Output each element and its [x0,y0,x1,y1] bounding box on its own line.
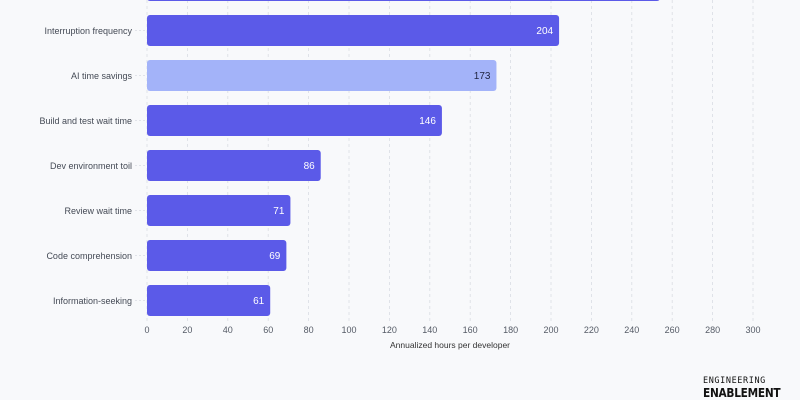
bar-value-label: 86 [304,161,316,172]
x-tick-label: 0 [144,325,149,335]
bar [147,60,497,91]
x-tick-label: 220 [584,325,599,335]
x-tick-label: 100 [341,325,356,335]
x-tick-label: 60 [263,325,273,335]
bar-value-label: 146 [419,116,436,127]
logo-line2: ENABLEMENT [703,386,781,400]
x-tick-label: 140 [422,325,437,335]
x-tick-label: 180 [503,325,518,335]
bars: Interruption frequency 204 AI time savings… [39,0,660,316]
bar [147,150,321,181]
category-label: Review wait time [64,206,132,216]
x-tick-label: 160 [463,325,478,335]
category-label: AI time savings [71,71,133,81]
bar-value-label: 69 [269,251,281,262]
x-tick-label: 240 [624,325,639,335]
bar-value-label: 71 [273,206,285,217]
bar [147,0,660,1]
logo-line1: ENGINEERING [703,376,766,386]
bar [147,240,287,271]
x-tick-label: 80 [304,325,314,335]
bar [147,15,560,46]
x-tick-label: 40 [223,325,233,335]
bar-value-label: 61 [253,296,265,307]
x-tick-label: 120 [382,325,397,335]
bar [147,105,442,136]
category-label: Code comprehension [46,251,132,261]
x-tick-label: 300 [745,325,760,335]
category-label: Build and test wait time [39,116,132,126]
x-tick-label: 20 [182,325,192,335]
bar-value-label: 173 [474,71,491,82]
x-axis-ticks: 0 20 40 60 80 100 120 140 160 180 200 220 240 260 280 3… [144,325,760,335]
category-label: Interruption frequency [44,26,132,36]
category-label: Dev environment toil [50,161,132,171]
x-tick-label: 200 [543,325,558,335]
x-tick-label: 260 [665,325,680,335]
bar [147,285,271,316]
bar [147,195,291,226]
x-axis-label: Annualized hours per developer [390,340,510,350]
category-label: Information-seeking [53,296,132,306]
engineering-enablement-logo: ENGINEERING ENABLEMENT [703,376,781,400]
bar-value-label: 204 [536,26,553,37]
x-tick-label: 280 [705,325,720,335]
